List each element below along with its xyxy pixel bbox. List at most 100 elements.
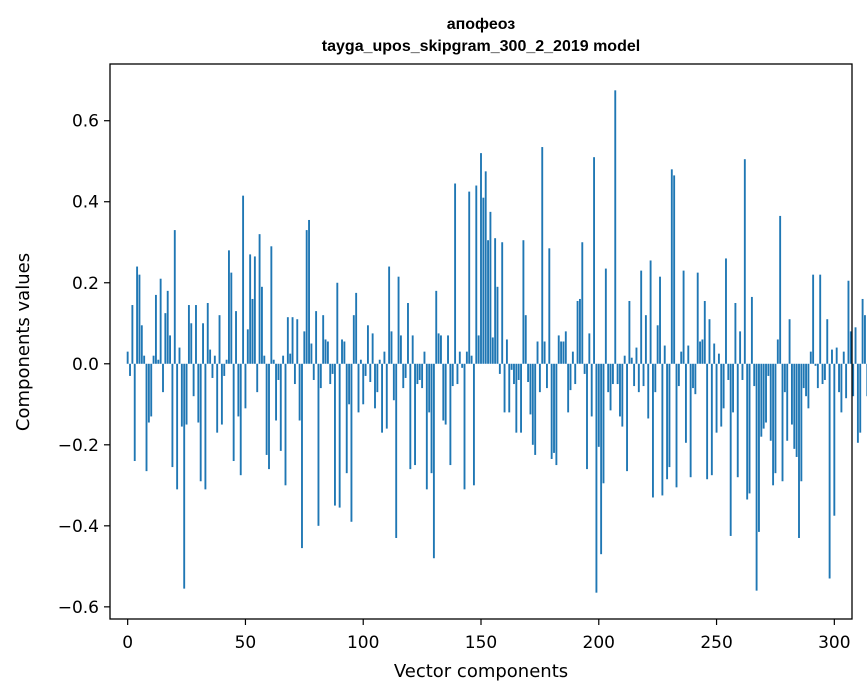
bar-57 [260, 286, 263, 364]
x-tick-label: 0 [122, 633, 133, 653]
bar-231 [670, 169, 673, 364]
bar-156 [494, 238, 497, 364]
y-axis-label: Components values [13, 253, 34, 431]
bar-186 [564, 331, 567, 364]
bar-18 [169, 335, 171, 364]
y-tick-label: −0.2 [58, 436, 99, 456]
bar-124 [418, 363, 421, 380]
bar-270 [762, 363, 765, 429]
bar-62 [272, 359, 275, 364]
bar-251 [717, 353, 720, 364]
bar-77 [308, 219, 310, 364]
bar-308 [852, 363, 855, 397]
bar-190 [574, 363, 577, 385]
bar-144 [465, 351, 468, 364]
bar-224 [654, 363, 657, 393]
bar-78 [310, 343, 313, 364]
bar-143 [463, 363, 466, 490]
bar-311 [859, 363, 862, 433]
bar-91 [341, 339, 343, 364]
bar-127 [425, 363, 428, 490]
bar-298 [828, 363, 831, 579]
bar-74 [301, 363, 303, 549]
bar-173 [534, 363, 537, 455]
bar-180 [550, 363, 553, 459]
bar-1 [129, 363, 131, 376]
bar-146 [470, 355, 473, 364]
bar-303 [840, 363, 843, 413]
bar-198 [593, 157, 595, 364]
bar-259 [736, 363, 739, 478]
bar-24 [183, 363, 186, 589]
bar-30 [197, 363, 200, 423]
bar-299 [831, 349, 833, 364]
bar-126 [423, 351, 426, 364]
y-axis-ticks: −0.6 −0.4 −0.2 0.0 0.2 0.4 0.6 [58, 112, 110, 618]
bar-266 [753, 363, 756, 387]
chart-title-line1: апофеоз [447, 16, 516, 33]
bar-60 [268, 363, 270, 470]
bar-228 [663, 345, 666, 364]
x-axis-label: Vector components [394, 661, 568, 682]
bar-227 [661, 363, 664, 496]
bar-133 [440, 335, 442, 364]
bar-14 [159, 278, 162, 364]
bar-129 [430, 363, 433, 474]
bar-149 [477, 335, 480, 364]
bar-235 [680, 351, 683, 364]
bar-82 [319, 363, 322, 389]
bar-302 [838, 363, 840, 393]
bar-210 [621, 363, 624, 427]
y-tick-label: 0.6 [72, 112, 99, 132]
y-tick-label: 0.0 [72, 355, 99, 375]
bar-287 [802, 363, 805, 389]
bar-300 [833, 363, 836, 516]
bar-142 [461, 363, 464, 368]
bar-247 [708, 319, 711, 364]
bar-63 [275, 363, 277, 421]
bar-172 [531, 363, 534, 445]
bar-90 [338, 363, 341, 508]
chart-title-line2: tayga_upos_skipgram_300_2_2019 model [322, 38, 640, 55]
bar-3 [133, 363, 136, 462]
bar-290 [809, 351, 812, 364]
bar-159 [501, 242, 504, 364]
bar-84 [324, 339, 327, 364]
bar-110 [385, 363, 388, 429]
y-tick-label: −0.4 [58, 517, 99, 537]
bar-301 [835, 347, 838, 364]
bar-309 [854, 327, 857, 364]
bar-204 [607, 363, 610, 393]
bar-123 [416, 363, 419, 385]
bar-49 [242, 195, 245, 364]
bar-38 [216, 363, 219, 433]
bar-296 [823, 363, 826, 380]
bar-137 [449, 363, 452, 466]
bar-220 [644, 315, 647, 364]
bar-83 [322, 315, 325, 364]
bar-271 [765, 363, 767, 423]
bar-305 [845, 363, 848, 399]
bar-262 [743, 159, 746, 364]
bar-245 [703, 300, 706, 364]
bar-128 [428, 363, 431, 413]
bar-201 [600, 363, 603, 555]
bar-169 [524, 315, 527, 364]
bar-21 [176, 363, 179, 490]
bar-27 [190, 323, 193, 364]
bar-4 [136, 266, 139, 364]
bar-68 [286, 317, 289, 364]
bar-139 [454, 183, 457, 364]
bar-215 [633, 363, 636, 387]
bar-177 [543, 341, 546, 364]
bar-221 [647, 363, 650, 419]
bar-244 [701, 339, 704, 364]
bar-222 [649, 260, 652, 364]
bar-189 [571, 351, 574, 364]
bar-304 [842, 351, 845, 364]
bar-293 [816, 363, 819, 389]
bar-45 [232, 363, 235, 462]
bar-2 [131, 305, 134, 364]
bar-252 [720, 363, 723, 427]
